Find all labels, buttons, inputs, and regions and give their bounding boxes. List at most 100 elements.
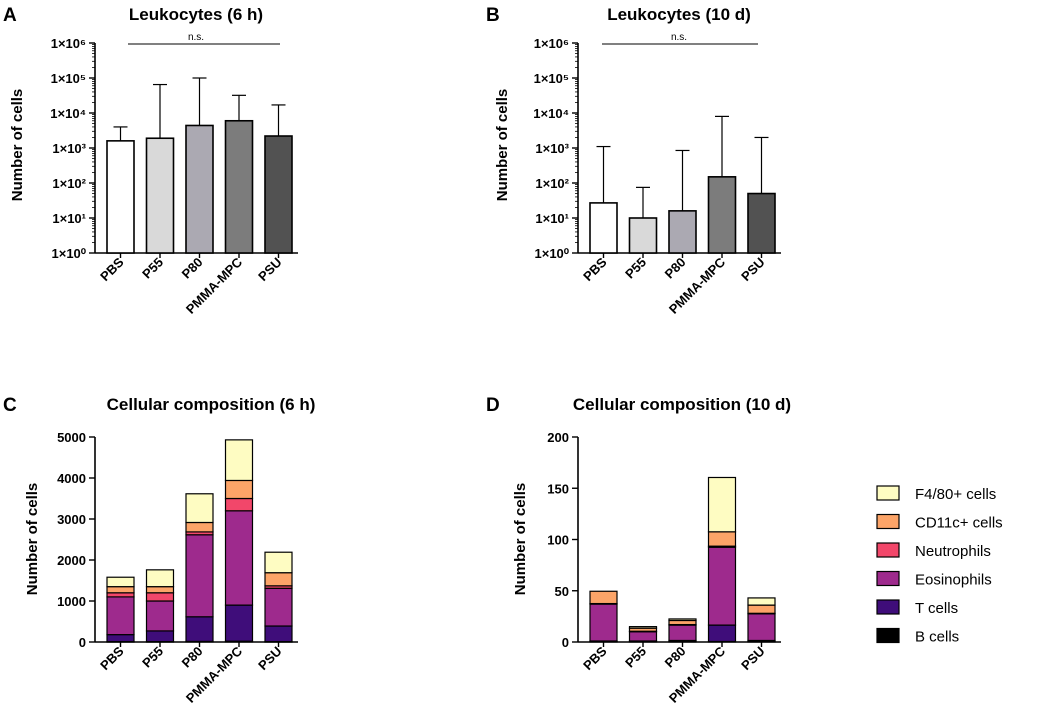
legend-swatch <box>876 513 900 530</box>
stack-segment-f4-80-cells <box>145 569 175 588</box>
category-label: PSU <box>738 644 768 674</box>
stack-segment-eosinophils <box>628 631 658 642</box>
stack-segment-f4-80-cells <box>707 476 737 533</box>
panel-b-y-axis-label: Number of cells <box>494 89 511 202</box>
y-tick-label: 1×10¹ <box>52 211 86 226</box>
bar-psu <box>747 192 776 254</box>
category-label: PSU <box>255 644 285 674</box>
panel-b-chart: Leukocytes (10 d) Number of cells n.s. 1… <box>494 5 781 317</box>
stack-segment-cd11c-cells <box>747 604 776 614</box>
y-tick-label: 1×10³ <box>52 141 86 156</box>
y-tick-label: 1×10⁶ <box>534 36 569 51</box>
category-label: P55 <box>622 644 649 671</box>
stack-segment-f4-80-cells <box>747 597 776 606</box>
y-tick-label: 1×10⁵ <box>51 71 86 86</box>
category-label: PBS <box>580 643 610 673</box>
panel-c-title: Cellular composition (6 h) <box>107 395 316 414</box>
stack-segment-cd11c-cells <box>707 531 737 547</box>
y-tick-label: 150 <box>547 481 569 496</box>
legend-label: B cells <box>915 629 959 646</box>
stack-segment-f4-80-cells <box>628 626 658 629</box>
panel-a-ns-annotation: n.s. <box>188 32 204 43</box>
panel-a-y-axis-label: Number of cells <box>9 89 26 202</box>
stack-segment-f4-80-cells <box>106 576 135 588</box>
y-tick-label: 2000 <box>57 553 86 568</box>
legend: F4/80+ cells CD11c+ cells Neutrophils Eosin… <box>876 485 1003 646</box>
stack-segment-t-cells <box>264 625 293 643</box>
bar-pmma-mpc <box>707 176 737 254</box>
panel-label-c: C <box>3 395 17 416</box>
stack-segment-eosinophils <box>747 613 776 642</box>
stack-segment-cd11c-cells <box>224 479 254 500</box>
category-label: P80 <box>179 644 206 671</box>
y-tick-label: 1×10² <box>52 176 86 191</box>
stack-segment-t-cells <box>106 634 135 643</box>
y-tick-label: 4000 <box>57 471 86 486</box>
stack-segment-t-cells <box>185 616 214 642</box>
panel-d-y-axis-label: Number of cells <box>512 483 529 596</box>
panel-d-title: Cellular composition (10 d) <box>573 395 791 414</box>
y-tick-label: 1×10⁰ <box>535 246 570 261</box>
stack-segment-eosinophils <box>145 600 175 632</box>
stack-segment-eosinophils <box>668 624 697 642</box>
y-tick-label: 1×10⁶ <box>51 36 86 51</box>
stack-segment-eosinophils <box>224 510 254 606</box>
panel-b-ns-annotation: n.s. <box>671 32 687 43</box>
y-tick-label: 0 <box>79 635 86 650</box>
y-tick-label: 1×10⁴ <box>533 106 569 121</box>
y-tick-label: 100 <box>547 533 569 548</box>
category-label: P80 <box>662 644 689 671</box>
stack-segment-cd11c-cells <box>106 586 135 594</box>
legend-swatch <box>876 570 900 587</box>
category-label: P80 <box>179 255 206 282</box>
legend-swatch <box>876 485 900 501</box>
legend-label: F4/80+ cells <box>915 486 996 503</box>
category-label: PSU <box>255 255 285 285</box>
stack-segment-cd11c-cells <box>589 590 618 605</box>
bar-pbs <box>589 202 618 254</box>
stack-segment-f4-80-cells <box>668 618 697 622</box>
stack-segment-f4-80-cells <box>224 439 254 482</box>
y-tick-label: 1×10² <box>535 176 569 191</box>
legend-label: Neutrophils <box>915 543 991 560</box>
stack-segment-neutrophils <box>106 592 135 598</box>
panel-d-chart: Cellular composition (10 d) Number of ce… <box>512 395 791 706</box>
stack-segment-eosinophils <box>589 603 618 642</box>
stack-segment-cd11c-cells <box>185 521 214 533</box>
bar-p80 <box>185 124 214 254</box>
legend-label: CD11c+ cells <box>915 515 1003 532</box>
y-tick-label: 200 <box>547 430 569 445</box>
legend-label: T cells <box>915 600 958 617</box>
category-label: PSU <box>738 255 768 285</box>
legend-swatch <box>876 542 900 558</box>
panel-b-title: Leukocytes (10 d) <box>607 5 751 24</box>
stack-segment-eosinophils <box>264 587 293 627</box>
stack-segment-f4-80-cells <box>185 493 214 524</box>
stack-segment-t-cells <box>224 604 254 642</box>
stack-segment-eosinophils <box>707 546 737 626</box>
y-tick-label: 1×10⁰ <box>52 246 87 261</box>
category-label: PBS <box>580 254 610 284</box>
category-label: P55 <box>139 255 166 282</box>
panel-label-b: B <box>486 5 500 26</box>
legend-label: Eosinophils <box>915 572 992 589</box>
category-label: P55 <box>622 255 649 282</box>
panel-c-y-axis-label: Number of cells <box>24 483 41 596</box>
y-tick-label: 1×10³ <box>535 141 569 156</box>
y-tick-label: 1000 <box>57 594 86 609</box>
panel-c-chart: Cellular composition (6 h) Number of cel… <box>24 395 315 706</box>
stack-segment-cd11c-cells <box>668 619 697 626</box>
stack-segment-eosinophils <box>106 596 135 636</box>
y-tick-label: 3000 <box>57 512 86 527</box>
bar-pmma-mpc <box>224 119 254 254</box>
y-tick-label: 1×10⁴ <box>50 106 86 121</box>
category-label: PBS <box>97 643 127 673</box>
category-label: PBS <box>97 254 127 284</box>
y-tick-label: 1×10⁵ <box>534 71 569 86</box>
panel-a-title: Leukocytes (6 h) <box>129 5 263 24</box>
category-label: P80 <box>662 255 689 282</box>
bar-pbs <box>106 140 135 254</box>
y-tick-label: 1×10¹ <box>535 211 569 226</box>
y-tick-label: 5000 <box>57 430 86 445</box>
